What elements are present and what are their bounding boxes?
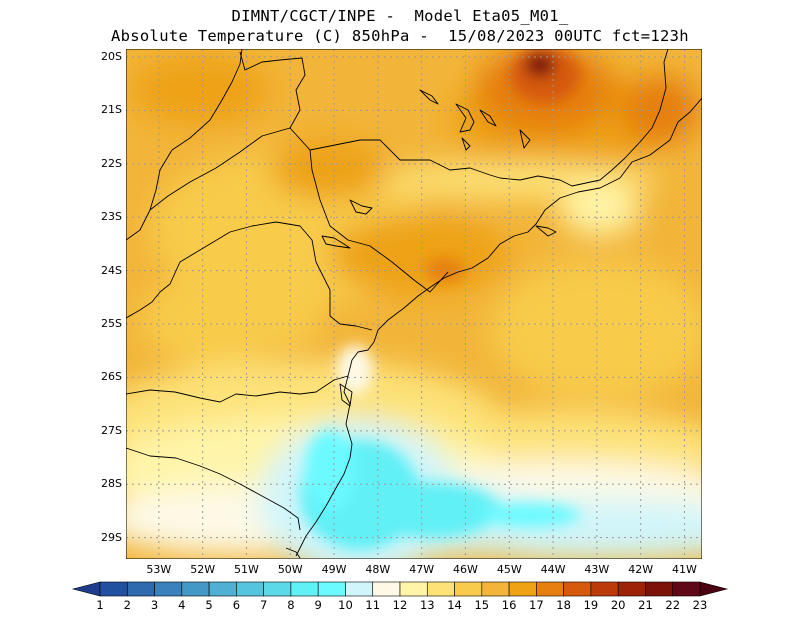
longitude-label: 49W [321,563,347,576]
longitude-label: 42W [628,563,654,576]
colorbar-swatch [372,581,401,597]
colorbar-swatch [454,581,483,597]
colorbar-label: 8 [287,598,295,612]
latitude-label: 21S [101,103,122,117]
reservoir-5 [479,109,497,127]
colorbar-swatch [563,581,592,597]
colorbar-swatch [317,581,346,597]
lagoon [339,383,353,407]
colorbar-swatch [399,581,428,597]
colorbar-swatch [672,581,701,597]
longitude-label: 46W [453,563,478,576]
colorbar-label: 12 [392,598,408,612]
border-sp-mg [239,51,306,129]
colorbar-label: 7 [259,598,268,612]
border-parana-santa-catarina [126,375,349,403]
colorbar-swatch [154,581,183,597]
longitude-label: 50W [277,563,303,576]
coastal-bay [535,225,557,237]
latitude-label: 27S [101,423,122,437]
colorbar-label: 5 [205,598,213,612]
longitude-label: 51W [234,563,259,576]
colorbar [71,581,729,597]
colorbar-label: 9 [314,598,322,612]
coastline [295,97,702,557]
colorbar-swatch [508,581,537,597]
colorbar-label: 3 [150,598,159,612]
temperature-field [126,49,702,559]
border-parana-west [126,221,373,331]
colorbar-label: 15 [474,598,490,612]
reservoir-1 [349,199,373,215]
map-grid [126,49,702,559]
latitude-label: 28S [101,477,122,491]
longitude-label: 52W [190,563,216,576]
border-ms [126,49,243,241]
colorbar-swatch [645,581,674,597]
border-parana-sao-paulo [149,127,449,293]
longitude-label: 45W [496,563,522,576]
reservoir-3 [419,89,439,105]
colorbar-arrow-high [699,581,729,597]
colorbar-label: 2 [123,598,131,612]
colorbar-label: 10 [338,598,353,612]
colorbar-swatch [236,581,264,597]
colorbar-swatch [181,581,210,597]
longitude-label: 48W [365,563,391,576]
longitude-label: 43W [584,563,610,576]
colorbar-swatch [590,581,619,597]
longitude-label: 44W [540,563,566,576]
reservoir-2 [321,235,351,249]
colorbar-arrow-low [71,581,101,597]
colorbar-label: 18 [556,598,571,612]
latitude-label: 23S [101,210,122,224]
colorbar-label: 13 [419,598,435,612]
colorbar-swatch [426,581,455,597]
colorbar-label: 16 [501,598,517,612]
colorbar-swatch [208,581,237,597]
reservoir-4 [455,103,475,133]
colorbar-label: 20 [610,598,626,612]
boundaries [126,49,702,559]
colorbar-swatch [126,581,155,597]
south-border-uruguay [285,547,301,559]
colorbar-label: 21 [638,598,653,612]
colorbar-label: 4 [178,598,186,612]
latitude-label: 24S [101,263,122,277]
colorbar-label: 1 [96,598,104,612]
latitude-label: 25S [101,317,122,331]
colorbar-swatch [617,581,646,597]
border-sp-mg-east [309,49,669,187]
colorbar-swatch [99,581,128,597]
colorbar-label: 6 [232,598,241,612]
colorbar-label: 23 [692,598,708,612]
latitude-label: 22S [101,156,122,170]
colorbar-label: 19 [583,598,599,612]
colorbar-label: 17 [529,598,544,612]
colorbar-swatch [481,581,510,597]
colorbar-swatch [263,581,292,597]
longitude-label: 41W [672,563,697,576]
colorbar-swatch [536,581,564,597]
latitude-label: 26S [101,370,122,384]
latitude-label: 20S [101,50,122,63]
chart-title-line-2: Absolute Temperature (C) 850hPa - 15/08/… [111,27,689,45]
colorbar-label: 14 [447,598,462,612]
colorbar-label: 11 [365,598,381,612]
colorbar-swatch [290,581,319,597]
colorbar-label: 22 [665,598,681,612]
longitude-label: 53W [146,563,172,576]
chart-title-line-1: DIMNT/CGCT/INPE - Model Eta05_M01_ [231,7,569,25]
colorbar-swatch [345,581,374,597]
border-santa-catarina-rio-grande-do-sul [126,447,301,531]
latitude-label: 29S [101,530,122,544]
reservoir-7 [519,129,531,149]
reservoir-6 [461,137,471,151]
longitude-label: 47W [409,563,435,576]
